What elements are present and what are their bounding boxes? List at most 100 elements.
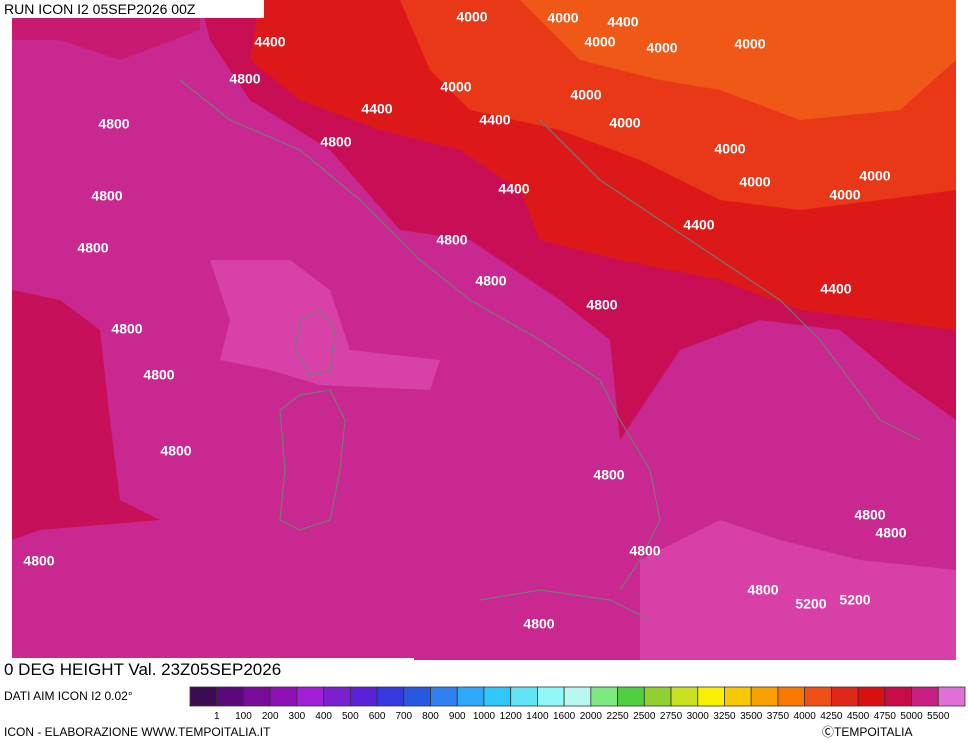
coastline	[479, 589, 651, 621]
map-title: 0 DEG HEIGHT Val. 23Z05SEP2026	[4, 660, 281, 679]
legend: 1 100 200 300 400 500 600 700 800 900 1000 1200 1400…	[189, 686, 966, 722]
legend-label: 3000	[687, 711, 710, 722]
legend-swatch	[697, 686, 725, 707]
legend-label: 3250	[713, 711, 736, 722]
legend-label: 800	[422, 711, 439, 722]
legend-label: 2250	[606, 711, 629, 722]
legend-label: 3500	[740, 711, 763, 722]
legend-swatch	[750, 686, 779, 707]
legend-swatch	[857, 686, 886, 707]
legend-label: 500	[342, 711, 359, 722]
contour-label: 5200	[839, 592, 870, 608]
legend-label: 700	[395, 711, 412, 722]
legend-swatch	[243, 686, 271, 707]
contour-label: 4000	[440, 79, 471, 95]
contour-label: 4800	[437, 664, 468, 680]
legend-swatch	[724, 686, 752, 707]
legend-label: 5500	[927, 711, 950, 722]
legend-label: 900	[449, 711, 466, 722]
legend-swatch	[590, 686, 618, 707]
header-box	[0, 0, 264, 18]
legend-swatch	[323, 686, 351, 707]
legend-swatch	[510, 686, 538, 707]
contour-label: 4000	[714, 141, 745, 157]
map: 4000 4000 4400 4400 4000 4000 4000 4800 4000 4400…	[12, 0, 956, 680]
legend-swatch	[430, 686, 458, 707]
legend-swatch	[884, 686, 912, 707]
contour-label: 4800	[475, 273, 506, 289]
legend-label: 2500	[633, 711, 656, 722]
legend-swatch	[670, 686, 699, 707]
legend-label: 400	[315, 711, 332, 722]
legend-label: 2000	[580, 711, 603, 722]
contour-label: 4000	[547, 10, 578, 26]
legend-label: 1000	[473, 711, 496, 722]
legend-label: 4000	[794, 711, 817, 722]
legend-swatch	[269, 686, 298, 707]
legend-label: 1200	[500, 711, 523, 722]
legend-label: 4500	[847, 711, 870, 722]
contour-label: 4800	[91, 188, 122, 204]
contour-label: 4800	[436, 232, 467, 248]
title-box	[0, 658, 414, 684]
contour-label: 4800	[160, 443, 191, 459]
contour-label: 4400	[607, 14, 638, 30]
legend-label: 1600	[553, 711, 576, 722]
contour-label: 4000	[646, 40, 677, 56]
contour-label: 4800	[629, 543, 660, 559]
contour-label: 4800	[593, 467, 624, 483]
legend-label: 2750	[660, 711, 683, 722]
contour-label: 4400	[479, 112, 510, 128]
legend-label: 4750	[874, 711, 897, 722]
legend-swatch	[830, 686, 859, 707]
contour-label: 4400	[254, 34, 285, 50]
legend-label: 3750	[767, 711, 790, 722]
contour-label: 4800	[229, 71, 260, 87]
source: DATI AIM ICON I2 0.02°	[4, 689, 133, 703]
legend-swatch	[563, 686, 592, 707]
contour-labels: 4000 4000 4400 4400 4000 4000 4000 4800 4000 4400…	[23, 9, 906, 680]
contour-label: 4800	[875, 525, 906, 541]
field	[520, 0, 956, 120]
contour-label: 4000	[829, 187, 860, 203]
legend-swatch	[216, 686, 244, 707]
contour-label: 4000	[456, 9, 487, 25]
credit: ICON - ELABORAZIONE WWW.TEMPOITALIA.IT	[4, 725, 271, 739]
contour-label: 4800	[77, 240, 108, 256]
contour-label: 4000	[584, 34, 615, 50]
contour-label: 4800	[98, 116, 129, 132]
field	[640, 520, 956, 660]
contour-label: 4000	[734, 36, 765, 52]
legend-swatch	[349, 686, 378, 707]
coastline	[539, 119, 921, 441]
contour-label: 4400	[361, 101, 392, 117]
contour-label: 4800	[586, 297, 617, 313]
run-title: RUN ICON I2 05SEP2026 00Z	[4, 1, 196, 17]
legend-swatch	[376, 686, 405, 707]
contour-label: 4800	[747, 582, 778, 598]
legend-label: 5000	[900, 711, 923, 722]
legend-label: 100	[235, 711, 252, 722]
contour-label: 4000	[739, 174, 770, 190]
contour-label: 4000	[609, 115, 640, 131]
contour-label: 4800	[854, 507, 885, 523]
legend-label: 200	[262, 711, 279, 722]
legend-label: 1	[214, 711, 220, 722]
legend-label: 600	[369, 711, 386, 722]
coastlines	[179, 79, 921, 621]
legend-label: 300	[289, 711, 306, 722]
legend-swatch	[777, 686, 806, 707]
legend-swatch	[617, 686, 645, 707]
contour-label: 4800	[143, 367, 174, 383]
contour-label: 4800	[23, 553, 54, 569]
legend-label: 4250	[820, 711, 843, 722]
coastline	[179, 79, 661, 591]
coastline	[294, 309, 336, 376]
contour-label: 5200	[795, 596, 826, 612]
contour-label: 4400	[820, 281, 851, 297]
legend-swatch	[296, 686, 325, 707]
field	[210, 260, 440, 390]
legend-swatch	[804, 686, 832, 707]
legend-label: 1400	[526, 711, 549, 722]
